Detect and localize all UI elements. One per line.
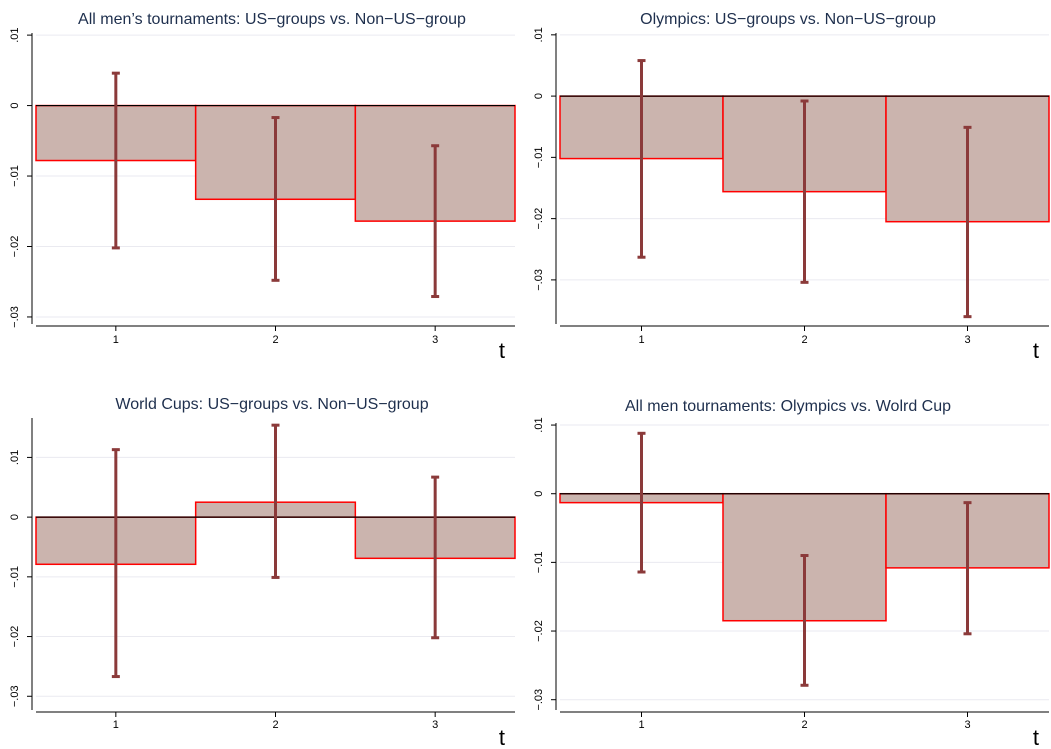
- chart-title: Olympics: US−groups vs. Non−US−group: [640, 11, 936, 28]
- y-tick-label: 0: [9, 103, 21, 109]
- y-tick-label: 0: [533, 491, 545, 497]
- y-tick-label: −.03: [9, 306, 21, 328]
- chart-svg-olympics-vs-world-cup: .01 0 −.01 −.02 −.03 1 2 3 t All men tournaments:…: [533, 398, 1050, 749]
- y-tick-label: −.01: [533, 552, 545, 574]
- x-tick-label: 1: [113, 719, 119, 731]
- chart-title: All men’s tournaments: US−groups vs. Non…: [78, 11, 466, 28]
- x-tick-label: 3: [964, 719, 970, 731]
- x-tick-label: 1: [113, 334, 119, 346]
- x-tick-label: 3: [964, 334, 970, 346]
- y-tick-label: −.01: [533, 147, 545, 169]
- x-tick-label: 2: [801, 334, 807, 346]
- y-tick-label: 0: [9, 514, 21, 520]
- y-tick-label: −.03: [533, 689, 545, 711]
- y-tick-label: −.02: [533, 620, 545, 642]
- y-tick-label: −.03: [533, 269, 545, 291]
- chart-svg-world-cups-us: .01 0 −.01 −.02 −.03 1 2 3 t World Cups: US−group…: [9, 396, 516, 749]
- chart-title: All men tournaments: Olympics vs. Wolrd …: [625, 398, 951, 415]
- y-tick-label: .01: [533, 27, 545, 42]
- chart-panel-olympics-us: .01 0 −.01 −.02 −.03 1 2 3 t Olympics: US−groups …: [526, 0, 1051, 374]
- y-tick-label: .01: [9, 450, 21, 465]
- x-tick-label: 3: [432, 719, 438, 731]
- y-tick-label: .01: [533, 417, 545, 432]
- x-tick-label: 2: [272, 334, 278, 346]
- x-tick-label: 1: [638, 719, 644, 731]
- chart-title: World Cups: US−groups vs. Non−US−group: [115, 396, 428, 413]
- chart-svg-all-men-us: .01 0 −.01 −.02 −.03 1 2 3 t All men’s tournament…: [9, 11, 516, 363]
- y-tick-label: 0: [533, 93, 545, 99]
- chart-svg-olympics-us: .01 0 −.01 −.02 −.03 1 2 3 t Olympics: US−groups …: [533, 11, 1050, 363]
- y-tick-label: −.01: [9, 165, 21, 187]
- x-tick-label: 3: [432, 334, 438, 346]
- y-tick-label: −.02: [9, 236, 21, 258]
- y-tick-label: −.03: [9, 685, 21, 707]
- chart-panel-world-cups-us: .01 0 −.01 −.02 −.03 1 2 3 t World Cups: US−group…: [0, 375, 525, 749]
- x-tick-label: 1: [638, 334, 644, 346]
- chart-panel-olympics-vs-world-cup: .01 0 −.01 −.02 −.03 1 2 3 t All men tournaments:…: [526, 375, 1051, 749]
- y-tick-label: −.02: [533, 208, 545, 230]
- y-tick-label: .01: [9, 27, 21, 42]
- x-axis-title: t: [499, 725, 505, 749]
- y-tick-label: −.02: [9, 626, 21, 648]
- chart-panel-all-men-us: .01 0 −.01 −.02 −.03 1 2 3 t All men’s tournament…: [0, 0, 525, 374]
- y-tick-label: −.01: [9, 566, 21, 588]
- x-axis-title: t: [1033, 725, 1039, 749]
- x-tick-label: 2: [801, 719, 807, 731]
- x-axis-title: t: [499, 338, 505, 363]
- x-axis-title: t: [1033, 338, 1039, 363]
- x-tick-label: 2: [272, 719, 278, 731]
